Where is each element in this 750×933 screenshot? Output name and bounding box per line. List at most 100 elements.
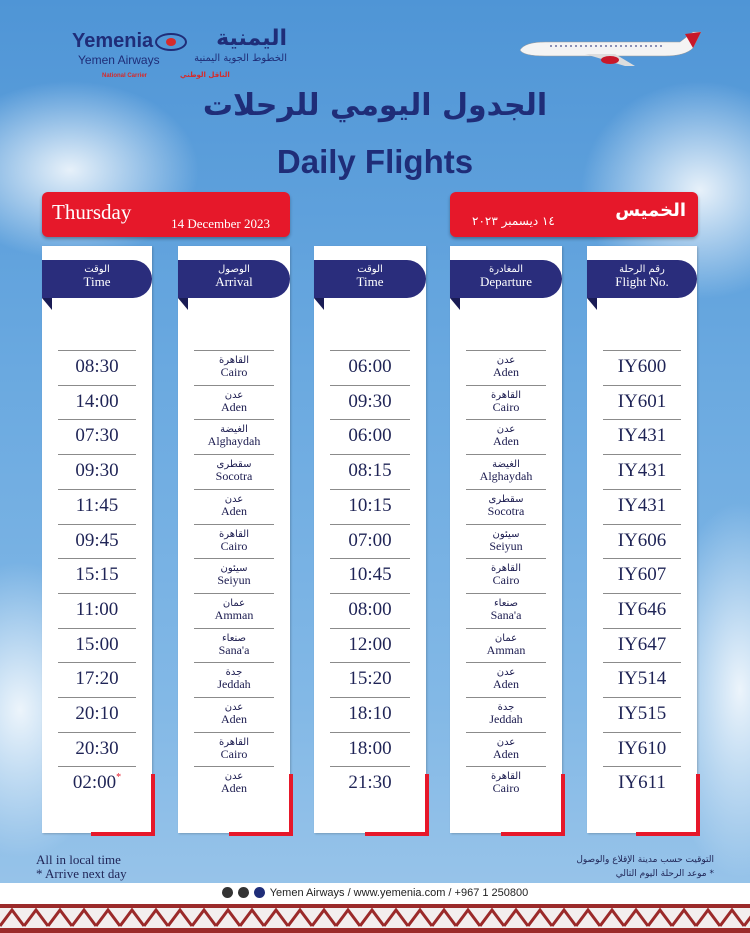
time-value: 11:00	[75, 598, 119, 620]
time-cell: 11:45	[42, 495, 152, 517]
city-ar: جدة	[225, 667, 243, 679]
brand-tag-en: National Carrier	[102, 73, 148, 79]
row-divider	[603, 592, 681, 594]
row-divider	[194, 350, 274, 351]
row-divider	[466, 350, 546, 351]
flight-number-cell: IY514	[587, 668, 697, 690]
row-divider	[603, 697, 681, 698]
row-divider	[603, 627, 681, 629]
row-divider	[466, 488, 546, 490]
row-divider	[330, 558, 410, 560]
row-divider	[603, 523, 681, 525]
header-ar: رقم الرحلة	[619, 264, 665, 275]
time-value: 10:15	[348, 494, 392, 516]
flight-number: IY606	[617, 529, 667, 551]
row-divider	[194, 697, 274, 698]
notes-english: All in local time * Arrive next day	[36, 853, 127, 881]
time-value: 09:30	[348, 390, 392, 412]
flight-number: IY646	[617, 598, 667, 620]
city-cell: القاهرة Cairo	[178, 355, 290, 378]
time-cell: 15:15	[42, 564, 152, 586]
row-divider	[194, 419, 274, 421]
city-cell: سيئون Seiyun	[450, 529, 562, 552]
row-divider	[194, 627, 274, 629]
row-divider	[466, 766, 546, 768]
city-ar: عمان	[222, 597, 246, 609]
city-ar: صنعاء	[221, 632, 247, 644]
city-ar: سيئون	[492, 528, 520, 540]
notes-arabic: التوقيت حسب مدينة الإقلاع والوصول * موعد…	[576, 853, 714, 881]
row-divider	[58, 419, 136, 421]
city-cell: صنعاء Sana'a	[178, 633, 290, 656]
time-cell: 09:30	[42, 460, 152, 482]
time-cell: 09:30	[314, 391, 426, 413]
time-cell: 07:30	[42, 425, 152, 447]
time-value: 14:00	[75, 390, 119, 412]
row-divider	[330, 662, 410, 664]
flight-number: IY431	[617, 425, 667, 447]
row-divider	[58, 523, 136, 525]
next-day-marker: *	[116, 772, 122, 784]
city-en: Jeddah	[489, 712, 523, 726]
flight-number: IY610	[617, 737, 667, 759]
red-accent	[91, 832, 155, 836]
red-accent	[696, 774, 700, 836]
city-ar: الغيضة	[220, 424, 248, 436]
row-divider	[194, 384, 274, 386]
red-accent	[501, 832, 565, 836]
city-ar: عمان	[494, 632, 518, 644]
flight-number: IY515	[617, 703, 667, 724]
city-en: Sana'a	[490, 607, 522, 622]
time-cell: 09:45	[42, 530, 152, 552]
row-divider	[58, 558, 136, 560]
city-en: Alghaydah	[207, 434, 261, 449]
date-banner-ar: الخميس ١٤ ديسمبر ٢٠٢٣	[450, 192, 698, 237]
brand-tag-ar: الناقل الوطني	[180, 71, 230, 79]
flight-number-cell: IY601	[587, 391, 697, 413]
red-accent	[229, 832, 293, 836]
time-value: 08:15	[348, 460, 392, 482]
city-cell: سقطرى Socotra	[450, 494, 562, 517]
row-divider	[466, 731, 546, 733]
row-divider	[58, 350, 136, 351]
flight-number: IY431	[617, 494, 667, 516]
airline-emblem-icon	[155, 33, 187, 51]
yemenia-logo: Yemenia اليمنية Yemen Airways الخطوط الج…	[72, 26, 287, 85]
note-local-time: All in local time	[36, 852, 121, 867]
flight-number-cell: IY646	[587, 599, 697, 621]
time-value: 15:20	[348, 668, 392, 690]
time-value: 17:20	[75, 668, 119, 690]
time-cell: 10:45	[314, 564, 426, 586]
row-divider	[330, 731, 410, 733]
note-next-day: * Arrive next day	[36, 866, 127, 881]
city-cell: القاهرة Cairo	[178, 737, 290, 760]
city-ar: القاهرة	[219, 528, 249, 540]
city-cell: صنعاء Sana'a	[450, 598, 562, 621]
city-en: Seiyun	[217, 573, 251, 588]
city-ar: عدن	[224, 389, 244, 401]
brand-name-ar: اليمنية	[216, 26, 287, 51]
time-cell: 10:15	[314, 495, 426, 517]
city-en: Socotra	[487, 503, 525, 518]
decorative-pattern	[0, 904, 750, 933]
city-cell: عدن Aden	[450, 355, 562, 378]
city-en: Aden	[493, 365, 519, 379]
row-divider	[194, 558, 274, 560]
flight-number-cell: IY610	[587, 738, 697, 760]
time-value: 09:30	[75, 460, 119, 482]
city-en: Aden	[493, 746, 519, 761]
row-divider	[466, 662, 546, 664]
row-divider	[58, 766, 136, 768]
city-cell: جدة Jeddah	[178, 667, 290, 690]
facebook-icon	[253, 887, 265, 898]
row-divider	[194, 731, 274, 733]
flight-number-cell: IY431	[587, 495, 697, 517]
row-divider	[330, 523, 410, 525]
city-en: Aden	[493, 677, 519, 692]
header-ar: الوقت	[84, 264, 110, 275]
date-en: 14 December 2023	[171, 216, 270, 231]
airplane-image	[519, 31, 702, 66]
city-cell: جدة Jeddah	[450, 702, 562, 725]
city-ar: القاهرة	[219, 736, 249, 748]
date-banner-en: Thursday 14 December 2023	[42, 192, 290, 237]
